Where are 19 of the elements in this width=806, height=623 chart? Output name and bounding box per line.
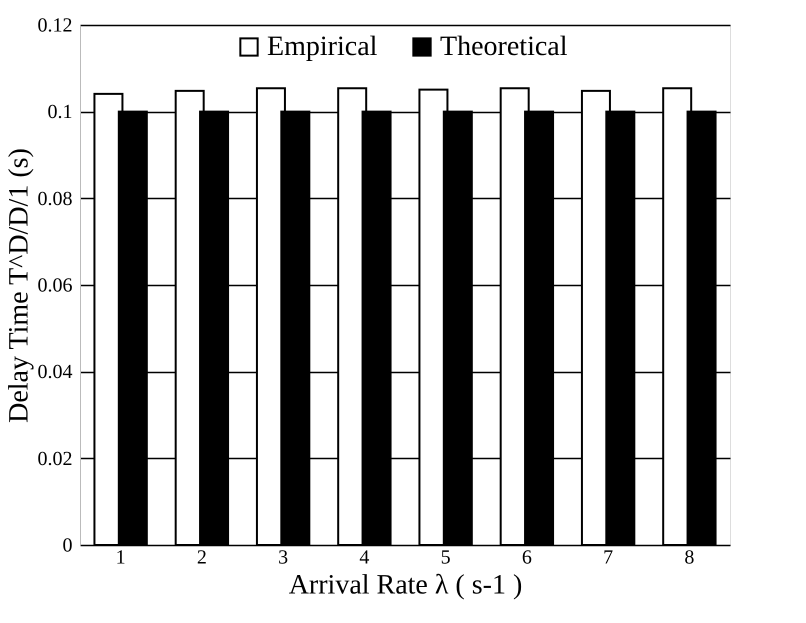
legend-label: Theoretical — [440, 31, 568, 62]
x-tick-label: 1 — [116, 546, 126, 568]
legend-label: Empirical — [267, 31, 378, 62]
x-tick-label: 8 — [684, 546, 694, 568]
y-tick-label: 0.12 — [38, 14, 72, 36]
x-tick-label: 5 — [440, 546, 451, 568]
y-tick-label: 0.02 — [38, 448, 72, 470]
x-tick-label: 7 — [603, 546, 614, 568]
x-axis-title: Arrival Rate λ ( s-1 ) — [288, 570, 522, 600]
x-tick-label: 3 — [278, 546, 288, 568]
y-tick-label: 0.08 — [38, 188, 72, 210]
x-tick-label: 4 — [359, 546, 370, 568]
x-tick-label: 2 — [196, 546, 207, 568]
y-tick-label: 0.06 — [38, 274, 72, 296]
x-tick-label: 6 — [522, 546, 532, 568]
y-tick-label: 0.1 — [48, 101, 72, 124]
y-tick-label: 0 — [62, 534, 72, 556]
y-axis-title: Delay Time T^D/D/1 (s) — [4, 148, 34, 423]
y-tick-label: 0.04 — [38, 361, 72, 384]
